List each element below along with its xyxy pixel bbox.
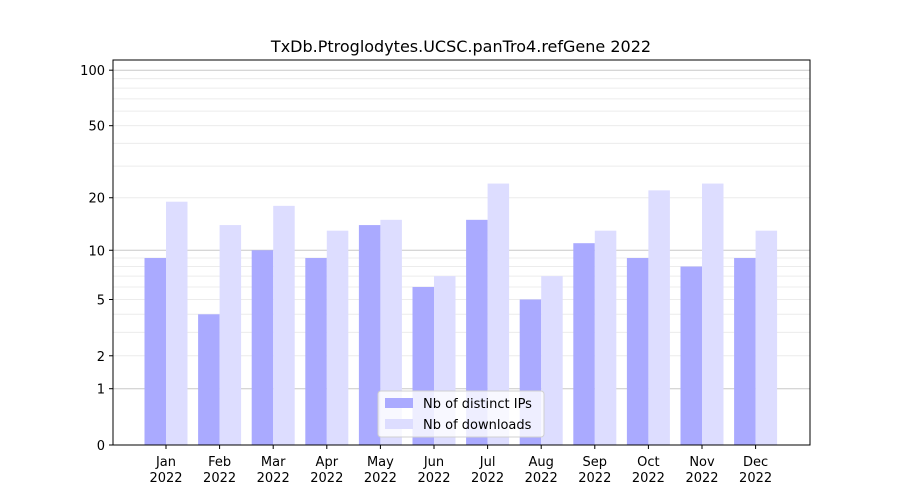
- bar-distinct-ips: [680, 266, 702, 445]
- x-tick-label: Nov 2022: [685, 455, 718, 486]
- bar-distinct-ips: [198, 314, 220, 445]
- bar-distinct-ips: [466, 219, 488, 445]
- x-tick-label: Oct 2022: [632, 455, 665, 486]
- bar-downloads: [166, 201, 188, 445]
- bar-downloads: [541, 276, 563, 445]
- bar-distinct-ips: [144, 258, 166, 445]
- y-tick-label: 0: [97, 439, 105, 454]
- bar-downloads: [702, 183, 724, 446]
- x-tick-label: Mar 2022: [257, 455, 290, 486]
- legend-label: Nb of downloads: [423, 418, 532, 433]
- bar-downloads: [380, 219, 402, 445]
- y-tick-label: 50: [88, 120, 105, 135]
- bar-distinct-ips: [358, 225, 381, 445]
- bar-distinct-ips: [573, 243, 595, 445]
- legend-swatch: [385, 419, 413, 429]
- bar-distinct-ips: [734, 258, 756, 445]
- y-tick-label: 5: [97, 293, 105, 308]
- y-tick-label: 10: [88, 244, 105, 259]
- y-tick-label: 2: [97, 350, 105, 365]
- bar-distinct-ips: [305, 258, 327, 445]
- x-tick-label: Jul 2022: [471, 455, 504, 486]
- legend-label: Nb of distinct IPs: [423, 397, 532, 412]
- y-tick-label: 1: [97, 383, 105, 398]
- x-tick-label: Jun 2022: [417, 455, 450, 486]
- chart-title: TxDb.Ptroglodytes.UCSC.panTro4.refGene 2…: [270, 37, 651, 56]
- bar-downloads: [219, 225, 242, 445]
- y-tick-label: 20: [88, 192, 105, 207]
- bar-downloads: [326, 230, 349, 445]
- bar-downloads: [648, 190, 670, 445]
- legend-box: [377, 390, 545, 438]
- bar-distinct-ips: [626, 258, 649, 445]
- legend-swatch: [385, 398, 413, 408]
- bar-downloads: [755, 230, 778, 445]
- x-tick-label: Aug 2022: [525, 455, 558, 486]
- x-tick-label: Feb 2022: [203, 455, 236, 486]
- plot-frame: [112, 59, 811, 446]
- x-tick-label: Dec 2022: [739, 455, 772, 486]
- x-tick-label: Jan 2022: [149, 455, 182, 486]
- bar-downloads: [487, 183, 510, 446]
- x-tick-label: May 2022: [364, 455, 397, 486]
- bar-distinct-ips: [251, 250, 274, 445]
- bar-downloads: [273, 205, 295, 445]
- x-tick-label: Apr 2022: [310, 455, 343, 486]
- bar-downloads: [594, 230, 617, 445]
- y-tick-label: 100: [80, 64, 105, 79]
- x-tick-label: Sep 2022: [578, 455, 611, 486]
